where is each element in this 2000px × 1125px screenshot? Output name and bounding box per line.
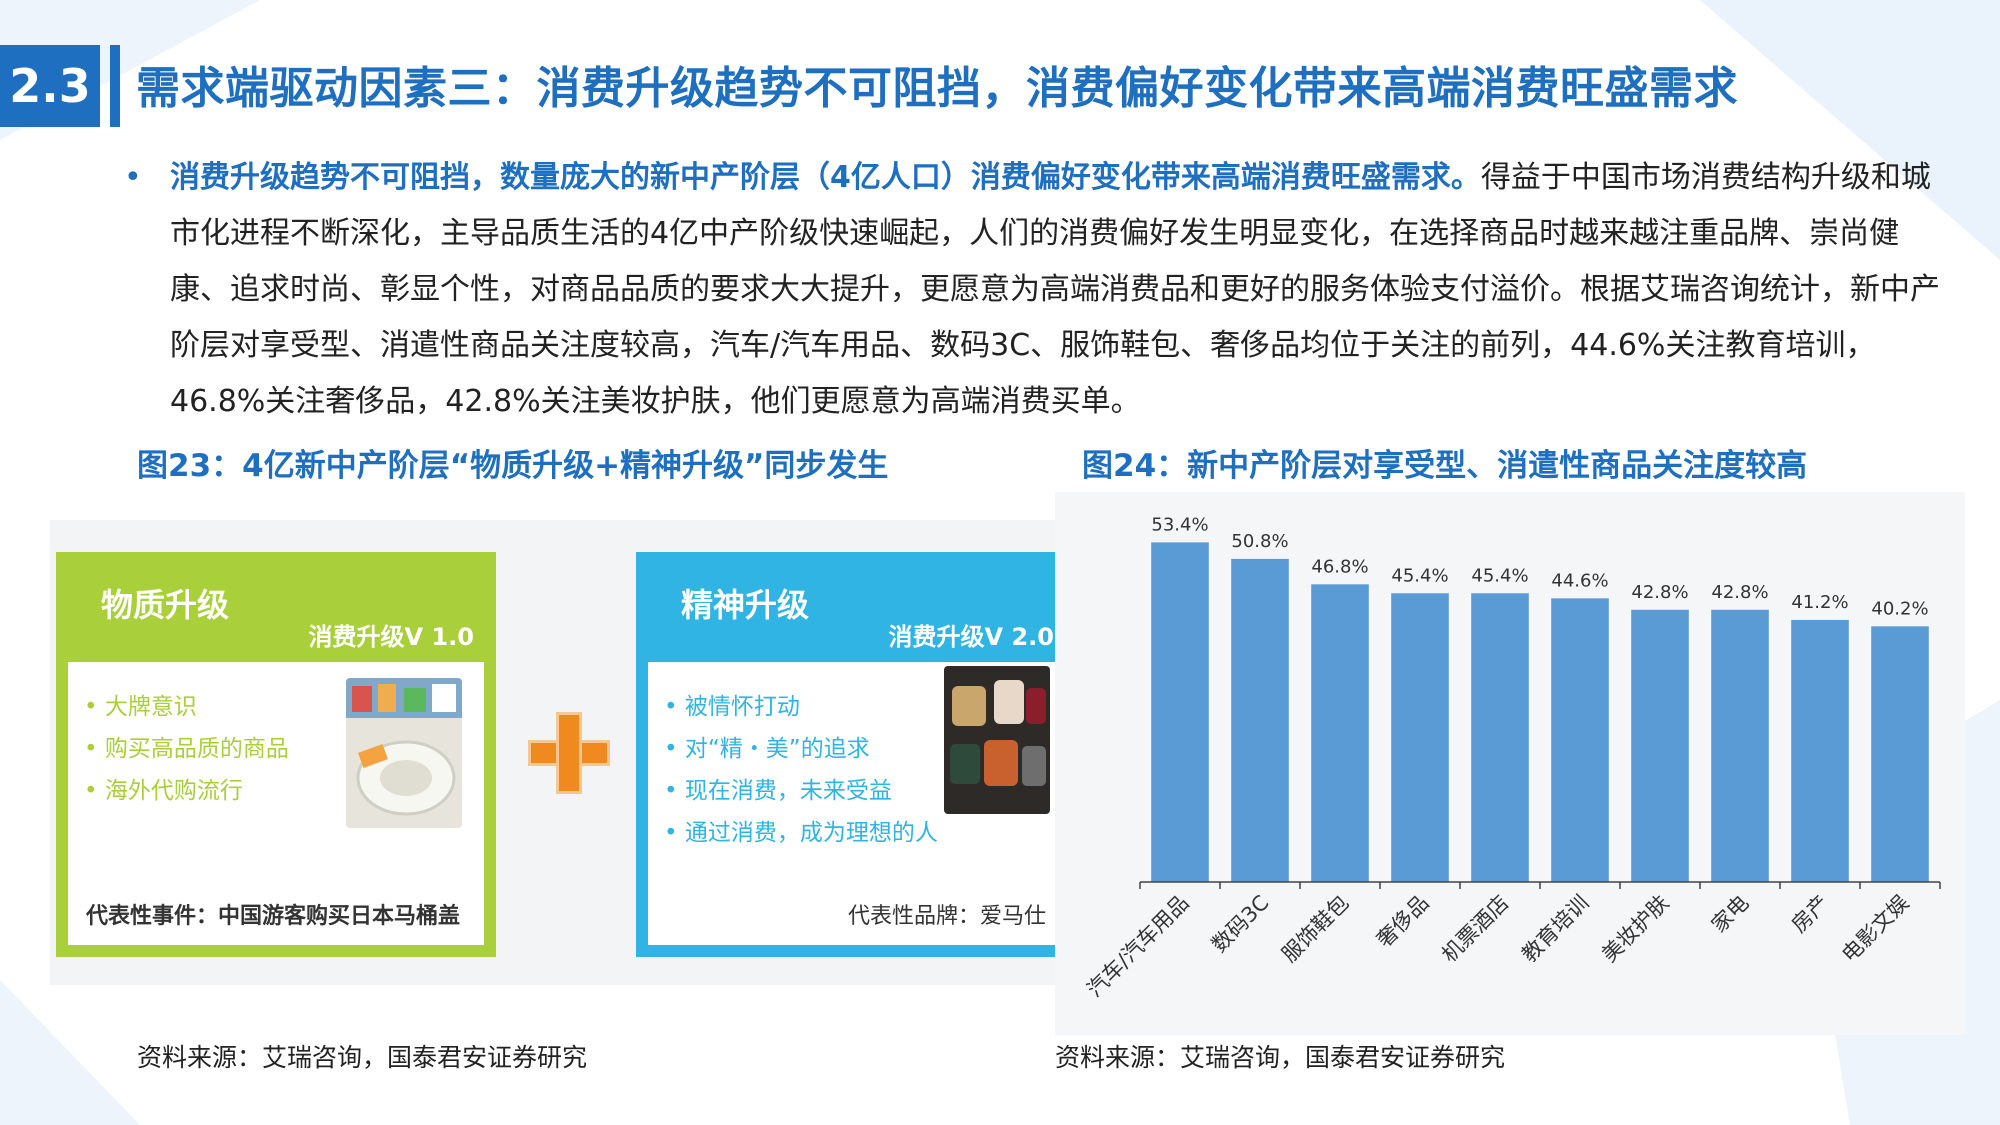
bullet-highlight: 消费升级趋势不可阻挡，数量庞大的新中产阶层（4亿人口）消费偏好变化带来高端消费旺… <box>170 160 1481 195</box>
card-right-heading: 精神升级 <box>681 586 810 624</box>
data-label-8: 41.2% <box>1791 592 1848 613</box>
list-item: 对“精・美”的追求 <box>664 728 938 770</box>
category-label-3: 奢侈品 <box>1372 891 1434 953</box>
card-left-header: 物质升级 消费升级V 1.0 <box>56 552 496 662</box>
bar-7 <box>1711 609 1769 882</box>
bullet-dot-icon: • <box>124 160 142 195</box>
toilet-seat-photo <box>346 678 462 828</box>
bar-5 <box>1551 598 1609 882</box>
card-right-version: 消费升级V 2.0 <box>888 623 1054 651</box>
page-title: 需求端驱动因素三：消费升级趋势不可阻挡，消费偏好变化带来高端消费旺盛需求 <box>136 63 1738 114</box>
card-right-header: 精神升级 消费升级V 2.0 <box>636 552 1076 662</box>
bar-8 <box>1791 619 1849 882</box>
data-label-1: 50.8% <box>1231 531 1288 552</box>
figure23-panel: 物质升级 消费升级V 1.0 大牌意识 购买高品质的商品 海外代购流行 <box>50 520 1076 985</box>
category-label-0: 汽车/汽车用品 <box>1082 891 1193 1002</box>
data-label-6: 42.8% <box>1631 582 1688 603</box>
list-item: 海外代购流行 <box>84 770 289 812</box>
figure23-source: 资料来源：艾瑞咨询，国泰君安证券研究 <box>137 1043 588 1072</box>
bar-4 <box>1471 593 1529 882</box>
card-left-version: 消费升级V 1.0 <box>308 623 474 651</box>
bar-9 <box>1871 626 1929 882</box>
bar-chart: 53.4% 汽车/汽车用品 50.8% 数码3C 46.8% 服饰鞋包 45.4% 奢侈品 45… <box>1082 514 1941 1002</box>
handbags-photo <box>944 666 1050 814</box>
toilet-seat-illustration <box>346 678 462 816</box>
handbags-illustration <box>950 680 1046 786</box>
list-item: 被情怀打动 <box>664 686 938 728</box>
data-label-0: 53.4% <box>1151 514 1208 535</box>
card-left-footer: 代表性事件：中国游客购买日本马桶盖 <box>86 904 461 929</box>
figure24-title: 图24：新中产阶层对享受型、消遣性商品关注度较高 <box>1082 448 1808 484</box>
card-left-body: 大牌意识 购买高品质的商品 海外代购流行 代表性事件：中国游客购买日本马桶盖 <box>68 662 484 945</box>
card-spiritual-upgrade: 精神升级 消费升级V 2.0 被情怀打动 对“精・美”的追求 现在消费，未来受益… <box>636 552 1076 957</box>
bullet-body: 得益于中国市场消费结构升级和城市化进程不断深化，主导品质生活的4亿中产阶级快速崛… <box>170 160 1940 419</box>
list-item: 购买高品质的商品 <box>84 728 289 770</box>
category-label-2: 服饰鞋包 <box>1277 891 1353 967</box>
bar-2 <box>1311 584 1369 882</box>
data-label-4: 45.4% <box>1471 565 1528 586</box>
card-right-footer: 代表性品牌：爱马仕 <box>847 904 1046 929</box>
list-item: 通过消费，成为理想的人 <box>664 812 938 854</box>
section-number-badge: 2.3 <box>0 45 100 127</box>
figure24-source: 资料来源：艾瑞咨询，国泰君安证券研究 <box>1055 1043 1506 1072</box>
data-label-7: 42.8% <box>1711 582 1768 603</box>
card-right-body: 被情怀打动 对“精・美”的追求 现在消费，未来受益 通过消费，成为理想的人 代表… <box>648 662 1064 945</box>
category-label-4: 机票酒店 <box>1437 891 1513 967</box>
plus-icon <box>556 712 582 794</box>
bar-3 <box>1391 593 1449 882</box>
category-label-8: 房产 <box>1787 891 1834 938</box>
figure24-panel: 53.4% 汽车/汽车用品 50.8% 数码3C 46.8% 服饰鞋包 45.4% 奢侈品 45… <box>1055 492 1965 1035</box>
data-label-9: 40.2% <box>1871 598 1928 619</box>
list-item: 现在消费，未来受益 <box>664 770 938 812</box>
category-label-5: 教育培训 <box>1517 891 1593 967</box>
card-left-heading: 物质升级 <box>101 586 230 624</box>
bar-1 <box>1231 558 1289 882</box>
category-label-1: 数码3C <box>1207 891 1273 957</box>
category-label-9: 电影文娱 <box>1837 891 1913 967</box>
list-item: 大牌意识 <box>84 686 289 728</box>
card-material-upgrade: 物质升级 消费升级V 1.0 大牌意识 购买高品质的商品 海外代购流行 <box>56 552 496 957</box>
data-label-2: 46.8% <box>1311 556 1368 577</box>
data-label-3: 45.4% <box>1391 565 1448 586</box>
bullet-text: 消费升级趋势不可阻挡，数量庞大的新中产阶层（4亿人口）消费偏好变化带来高端消费旺… <box>170 150 1950 430</box>
data-label-5: 44.6% <box>1551 570 1608 591</box>
bar-0 <box>1151 542 1209 882</box>
bullet-paragraph: • 消费升级趋势不可阻挡，数量庞大的新中产阶层（4亿人口）消费偏好变化带来高端消… <box>124 150 1950 430</box>
figure23-title: 图23：4亿新中产阶层“物质升级+精神升级”同步发生 <box>137 448 889 484</box>
header-accent-bar <box>110 45 120 127</box>
card-left-list: 大牌意识 购买高品质的商品 海外代购流行 <box>84 686 289 812</box>
bar-6 <box>1631 609 1689 882</box>
category-label-6: 美妆护肤 <box>1597 891 1673 967</box>
card-right-list: 被情怀打动 对“精・美”的追求 现在消费，未来受益 通过消费，成为理想的人 <box>664 686 938 854</box>
category-label-7: 家电 <box>1707 891 1754 938</box>
